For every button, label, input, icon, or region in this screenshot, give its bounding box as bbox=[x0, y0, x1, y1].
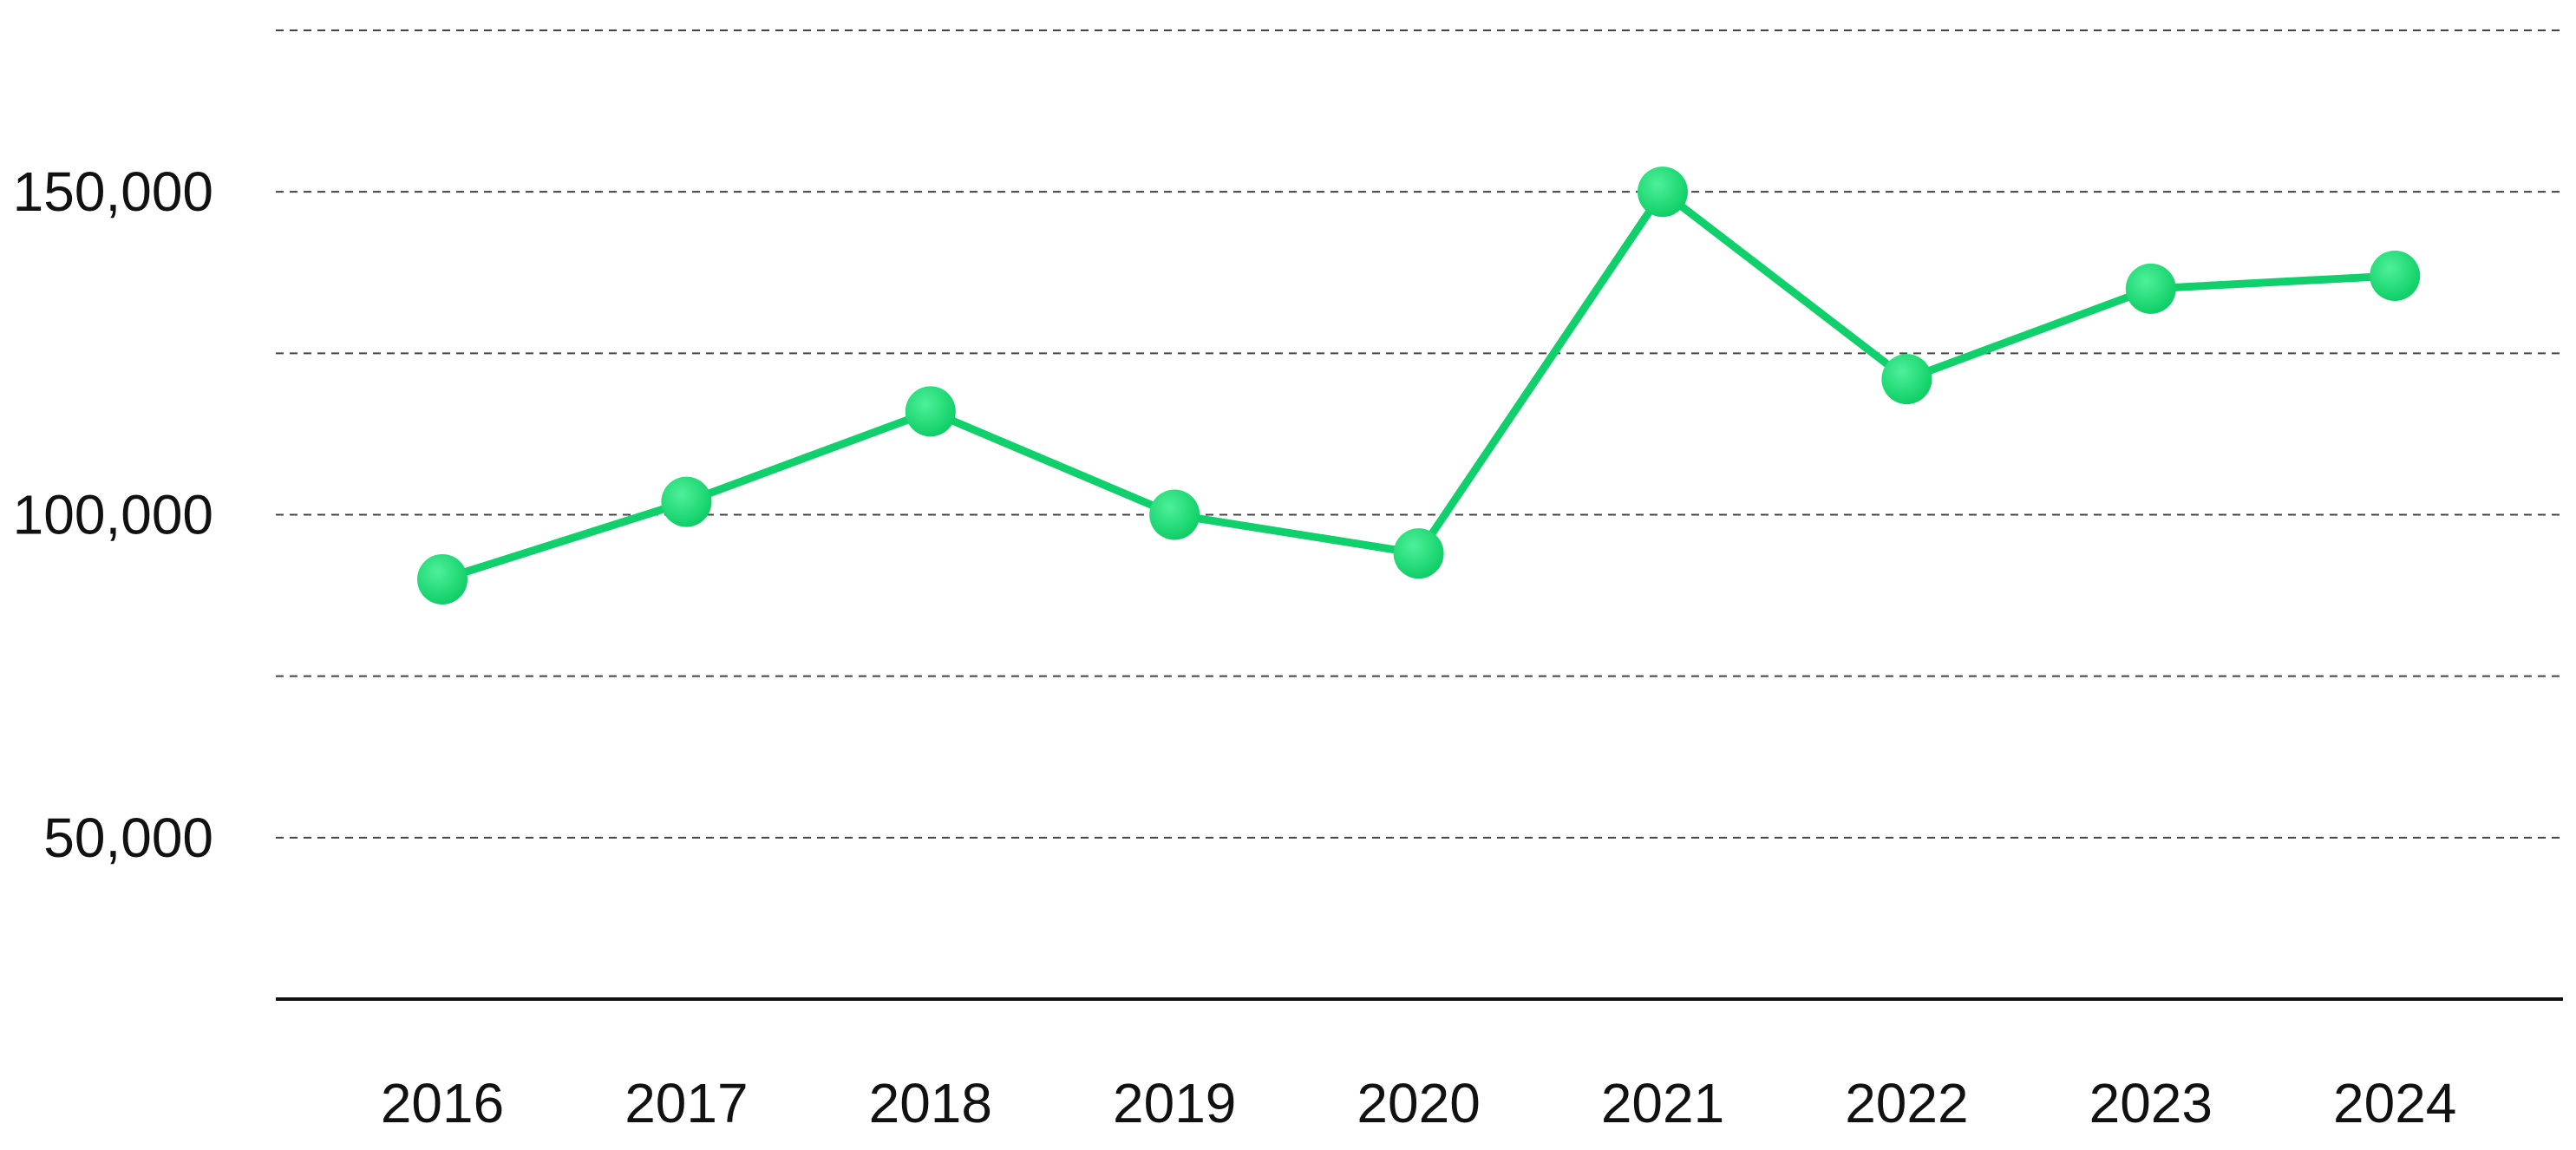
data-point bbox=[1149, 489, 1200, 540]
data-series bbox=[417, 167, 2421, 604]
x-tick-label: 2024 bbox=[2333, 1072, 2456, 1134]
x-tick-label: 2020 bbox=[1357, 1072, 1480, 1134]
grid-lines bbox=[276, 29, 2563, 839]
data-point bbox=[2370, 250, 2421, 301]
y-tick-label: 100,000 bbox=[13, 484, 213, 546]
x-tick-label: 2021 bbox=[1601, 1072, 1724, 1134]
y-tick-label: 150,000 bbox=[13, 160, 213, 223]
y-axis-tick-labels: 50,000 100,000 150,000 bbox=[13, 160, 213, 869]
x-tick-label: 2023 bbox=[2089, 1072, 2213, 1134]
data-point bbox=[2125, 263, 2176, 314]
data-point bbox=[661, 476, 712, 527]
data-point bbox=[1393, 528, 1444, 579]
data-point bbox=[905, 386, 956, 437]
x-tick-label: 2018 bbox=[869, 1072, 992, 1134]
x-tick-label: 2019 bbox=[1113, 1072, 1236, 1134]
x-tick-label: 2022 bbox=[1845, 1072, 1968, 1134]
data-point bbox=[1881, 354, 1932, 405]
x-tick-label: 2017 bbox=[624, 1072, 748, 1134]
data-point bbox=[417, 553, 467, 604]
data-point bbox=[1638, 167, 1688, 218]
y-tick-label: 50,000 bbox=[43, 807, 213, 869]
x-axis-tick-labels: 2016 2017 2018 2019 2020 2021 2022 2023 2024 bbox=[381, 1072, 2457, 1134]
series-line bbox=[438, 187, 2399, 584]
x-tick-label: 2016 bbox=[381, 1072, 504, 1134]
